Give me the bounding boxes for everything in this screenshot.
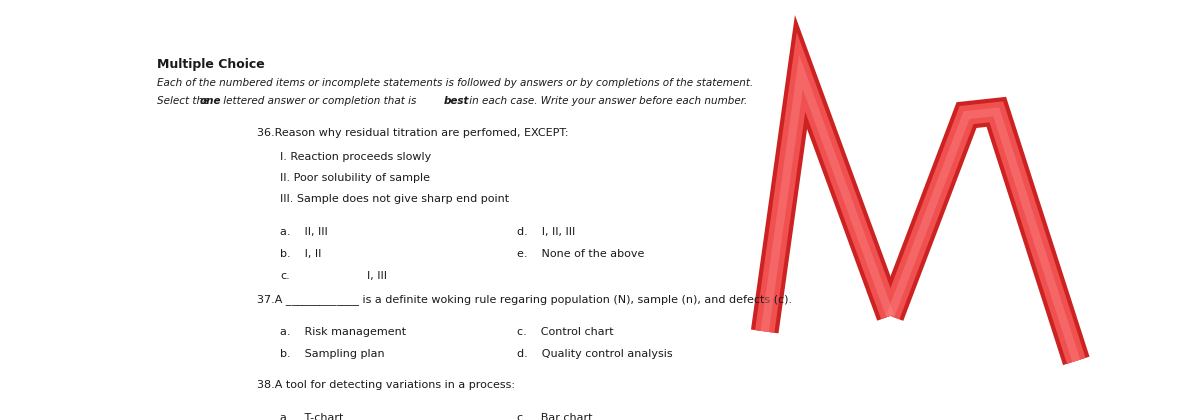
Text: III. Sample does not give sharp end point: III. Sample does not give sharp end poin…	[281, 194, 509, 204]
Text: Multiple Choice: Multiple Choice	[157, 58, 265, 71]
Text: d.    Quality control analysis: d. Quality control analysis	[517, 349, 673, 359]
Text: I. Reaction proceeds slowly: I. Reaction proceeds slowly	[281, 152, 432, 162]
Text: c.: c.	[281, 270, 290, 281]
Text: c.    Bar chart: c. Bar chart	[517, 412, 593, 420]
Text: 37.A _____________ is a definite woking rule regaring population (N), sample (n): 37.A _____________ is a definite woking …	[257, 294, 792, 305]
Text: 38.A tool for detecting variations in a process:: 38.A tool for detecting variations in a …	[257, 380, 515, 390]
Text: a.    T-chart: a. T-chart	[281, 412, 343, 420]
Text: b.    I, II: b. I, II	[281, 249, 322, 259]
Text: Select the: Select the	[157, 96, 214, 106]
Text: b.    Sampling plan: b. Sampling plan	[281, 349, 385, 359]
Text: II. Poor solubility of sample: II. Poor solubility of sample	[281, 173, 431, 183]
Text: c.    Control chart: c. Control chart	[517, 327, 614, 337]
Text: in each case. Write your answer before each number.: in each case. Write your answer before e…	[467, 96, 748, 106]
Text: a.    Risk management: a. Risk management	[281, 327, 407, 337]
Text: one: one	[199, 96, 221, 106]
Text: Each of the numbered items or incomplete statements is followed by answers or by: Each of the numbered items or incomplete…	[157, 78, 754, 88]
Text: 36.Reason why residual titration are perfomed, EXCEPT:: 36.Reason why residual titration are per…	[257, 128, 569, 138]
Text: e.    None of the above: e. None of the above	[517, 249, 644, 259]
Text: a.    II, III: a. II, III	[281, 227, 328, 236]
Text: d.    I, II, III: d. I, II, III	[517, 227, 576, 236]
Text: lettered answer or completion that is: lettered answer or completion that is	[220, 96, 419, 106]
Text: I, III: I, III	[367, 270, 386, 281]
Text: best: best	[444, 96, 469, 106]
